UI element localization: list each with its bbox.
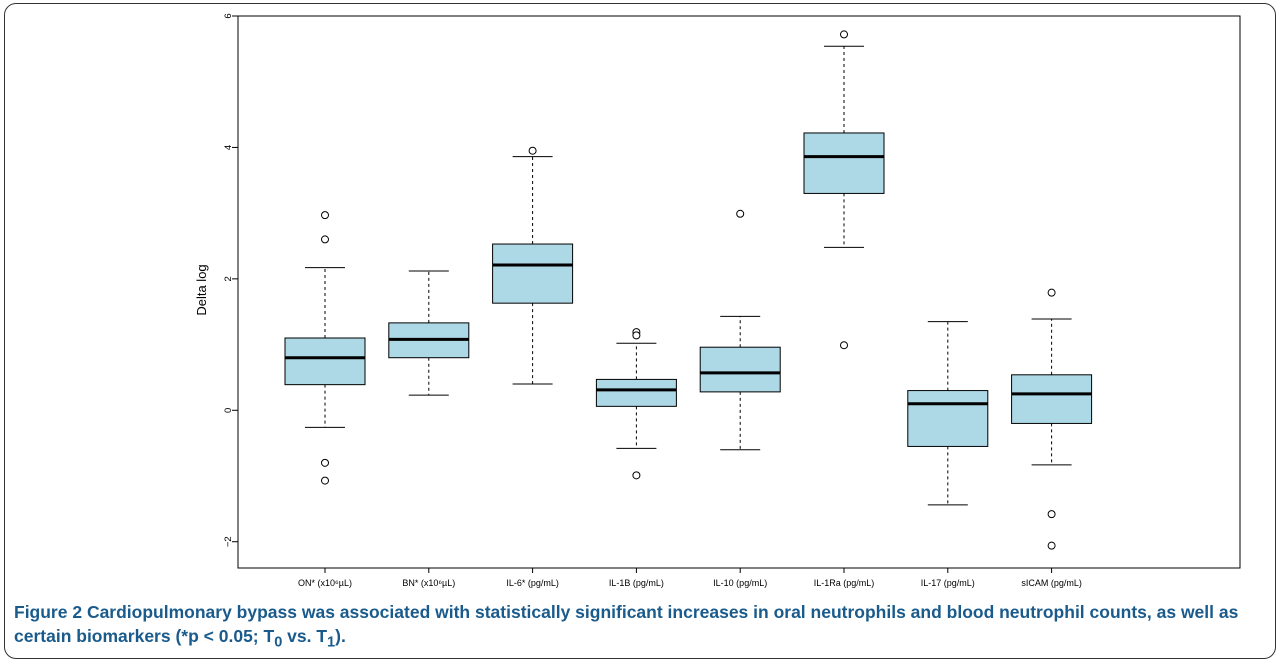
figure-frame	[4, 3, 1276, 659]
outlier-point	[1047, 288, 1056, 297]
outlier-point	[736, 209, 745, 218]
outlier-point	[632, 331, 641, 340]
plot-layer: −2 0 2 4 6 Delta log ON* (x10⁶µL) BN* (x10⁶µL) I…	[194, 13, 1241, 588]
iqr-box	[1011, 374, 1093, 424]
y-axis-label: Delta log	[194, 264, 209, 315]
outlier-point	[632, 471, 641, 480]
outlier-point	[840, 30, 848, 39]
y-tick-label: −2	[223, 536, 234, 547]
x-tick-label: IL-6* (pg/mL)	[506, 578, 559, 588]
x-tick-label: sICAM (pg/mL)	[1021, 578, 1082, 588]
iqr-box	[907, 390, 989, 447]
y-tick-label: 6	[223, 13, 234, 18]
iqr-box	[492, 243, 574, 304]
y-tick-label: 2	[223, 276, 234, 281]
y-tick-label: 4	[223, 145, 234, 150]
boxplot-chart: −2 0 2 4 6 Delta log ON* (x10⁶µL) BN* (x10⁶µL) I…	[194, 13, 1241, 588]
outlier-point	[528, 146, 537, 155]
caption-lead: Figure 2	[14, 602, 83, 622]
caption-sub-0: 0	[274, 634, 283, 651]
x-tick-label: IL-1Ra (pg/mL)	[814, 578, 875, 588]
x-tick-label: IL-1B (pg/mL)	[609, 578, 664, 588]
caption-sub-1: 1	[327, 634, 336, 651]
x-tick-label: ON* (x10⁶µL)	[298, 578, 352, 588]
outlier-point	[321, 235, 329, 244]
figure-caption: Figure 2 Cardiopulmonary bypass was asso…	[14, 600, 1254, 655]
caption-body-mid: vs. T	[282, 626, 328, 646]
x-tick-label: IL-17 (pg/mL)	[921, 578, 975, 588]
iqr-box	[803, 132, 885, 194]
iqr-box	[699, 346, 781, 393]
caption-body-pre: Cardiopulmonary bypass was associated wi…	[14, 602, 1239, 646]
caption-body-end: ).	[335, 626, 346, 646]
plot-frame	[237, 15, 1241, 569]
y-tick-label: 0	[223, 408, 234, 413]
outlier-point	[840, 341, 848, 350]
x-tick-label: IL-10 (pg/mL)	[713, 578, 767, 588]
iqr-box	[595, 378, 677, 407]
outlier-point	[1047, 541, 1056, 550]
x-tick-label: BN* (x10⁶µL)	[402, 578, 455, 588]
iqr-box	[284, 337, 366, 386]
outlier-point	[321, 476, 329, 485]
outlier-point	[1047, 510, 1056, 519]
outlier-point	[321, 211, 329, 220]
outlier-point	[321, 458, 329, 467]
